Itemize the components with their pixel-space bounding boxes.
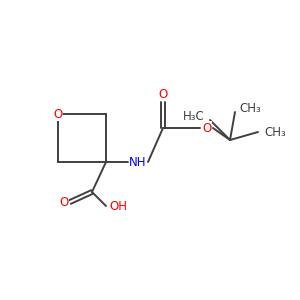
Text: OH: OH [109, 200, 127, 212]
Text: O: O [59, 196, 69, 209]
Text: O: O [53, 107, 63, 121]
Text: NH: NH [129, 157, 147, 169]
Text: CH₃: CH₃ [264, 125, 286, 139]
Text: H₃C: H₃C [183, 110, 205, 124]
Text: O: O [158, 88, 168, 100]
Text: CH₃: CH₃ [239, 101, 261, 115]
Text: O: O [202, 122, 211, 134]
